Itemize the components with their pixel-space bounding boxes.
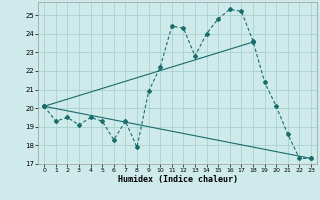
X-axis label: Humidex (Indice chaleur): Humidex (Indice chaleur) — [118, 175, 238, 184]
